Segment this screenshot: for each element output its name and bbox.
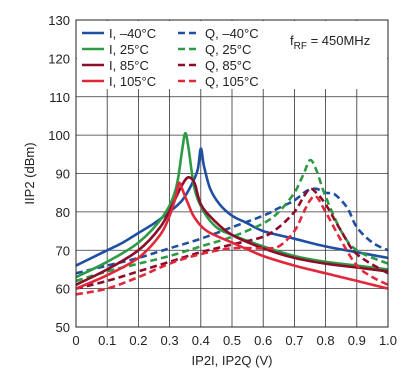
series-line-i-40-c	[75, 147, 389, 267]
legend-label: I, –40°C	[109, 26, 156, 41]
annotation-base: f	[290, 33, 294, 48]
x-axis-title: IP2I, IP2Q (V)	[192, 353, 273, 368]
x-tick-label: 0.9	[348, 333, 366, 348]
legend-label: I, 105°C	[109, 74, 156, 89]
y-axis-title: IIP2 (dBm)	[22, 142, 37, 204]
legend-label: Q, 105°C	[205, 74, 259, 89]
plot-frame	[75, 19, 389, 328]
x-tick-label: 0	[72, 333, 79, 348]
series-line-q-105-c	[75, 194, 389, 296]
x-tick-label: 0.8	[317, 333, 335, 348]
series-line-q-40-c	[75, 187, 389, 275]
y-tick-label: 60	[56, 282, 70, 297]
x-tick-label: 0.5	[223, 333, 241, 348]
x-tick-label: 0.4	[192, 333, 210, 348]
x-tick-label: 0.7	[285, 333, 303, 348]
y-tick-label: 120	[48, 51, 70, 66]
x-axis-ticks: 0 0.1 0.2 0.3 0.4 0.5 0.6 0.7 0.8 0.9 1.0	[72, 333, 397, 348]
legend-label: Q, –40°C	[205, 26, 259, 41]
series-lines	[75, 131, 389, 296]
legend-label: Q, 85°C	[205, 58, 251, 73]
legend: I, –40°CI, 25°CI, 85°CI, 105°CQ, –40°CQ,…	[82, 26, 259, 89]
y-tick-label: 100	[48, 128, 70, 143]
x-tick-label: 0.1	[98, 333, 116, 348]
y-tick-label: 70	[56, 243, 70, 258]
annotation-subscript: RF	[294, 41, 307, 52]
y-tick-label: 90	[56, 167, 70, 182]
legend-label: Q, 25°C	[205, 42, 251, 57]
x-tick-label: 0.2	[129, 333, 147, 348]
series-line-i-105-c	[75, 181, 389, 290]
x-tick-label: 0.3	[161, 333, 179, 348]
y-tick-label: 110	[49, 90, 70, 105]
legend-background	[77, 21, 387, 89]
y-tick-label: 50	[56, 320, 70, 335]
y-axis-ticks: 50 60 70 80 90 100 110 120 130	[48, 13, 70, 335]
series-line-q-85-c	[75, 187, 389, 290]
x-tick-label: 0.6	[254, 333, 272, 348]
y-tick-label: 130	[48, 13, 70, 28]
x-tick-label: 1.0	[379, 333, 397, 348]
legend-label: I, 85°C	[109, 58, 149, 73]
legend-label: I, 25°C	[109, 42, 149, 57]
annotation-tail: = 450MHz	[307, 33, 370, 48]
series-line-i-25-c	[75, 131, 389, 279]
frequency-annotation: fRF = 450MHz	[290, 33, 370, 52]
series-line-i-85-c	[75, 175, 389, 286]
y-tick-label: 80	[56, 205, 70, 220]
